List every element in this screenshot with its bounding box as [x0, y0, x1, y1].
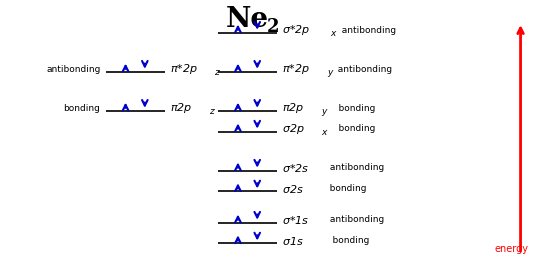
Text: x: x [321, 128, 327, 137]
Text: $\sigma$*2$s$: $\sigma$*2$s$ [282, 162, 310, 174]
Text: z: z [209, 108, 214, 117]
Text: bonding: bonding [321, 236, 370, 245]
Text: $\sigma$1$s$: $\sigma$1$s$ [282, 235, 304, 247]
Text: antibonding: antibonding [327, 163, 384, 173]
Text: bonding: bonding [321, 184, 367, 193]
Text: antibonding: antibonding [327, 215, 384, 225]
Text: $\pi$2$p$: $\pi$2$p$ [170, 101, 192, 115]
Text: y: y [321, 108, 327, 117]
Text: z: z [215, 68, 219, 77]
Text: bonding: bonding [327, 104, 375, 113]
Text: Ne: Ne [226, 6, 270, 33]
Text: $\sigma$2$p$: $\sigma$2$p$ [282, 122, 305, 136]
Text: antibonding: antibonding [332, 64, 392, 74]
Text: $\sigma$*2$p$: $\sigma$*2$p$ [282, 23, 310, 37]
Text: 2: 2 [266, 18, 279, 36]
Text: bonding: bonding [327, 124, 375, 133]
Text: $\pi$*2$p$: $\pi$*2$p$ [170, 62, 198, 76]
Text: y: y [327, 68, 332, 77]
Text: $\pi$*2$p$: $\pi$*2$p$ [282, 62, 310, 76]
Text: $\sigma$*1$s$: $\sigma$*1$s$ [282, 214, 310, 226]
Text: antibonding: antibonding [46, 64, 101, 74]
Text: $\sigma$2$s$: $\sigma$2$s$ [282, 183, 304, 195]
Text: bonding: bonding [63, 104, 101, 113]
Text: x: x [330, 29, 336, 38]
Text: antibonding: antibonding [336, 26, 396, 34]
Text: energy: energy [494, 244, 528, 254]
Text: $\pi$2$p$: $\pi$2$p$ [282, 101, 305, 115]
